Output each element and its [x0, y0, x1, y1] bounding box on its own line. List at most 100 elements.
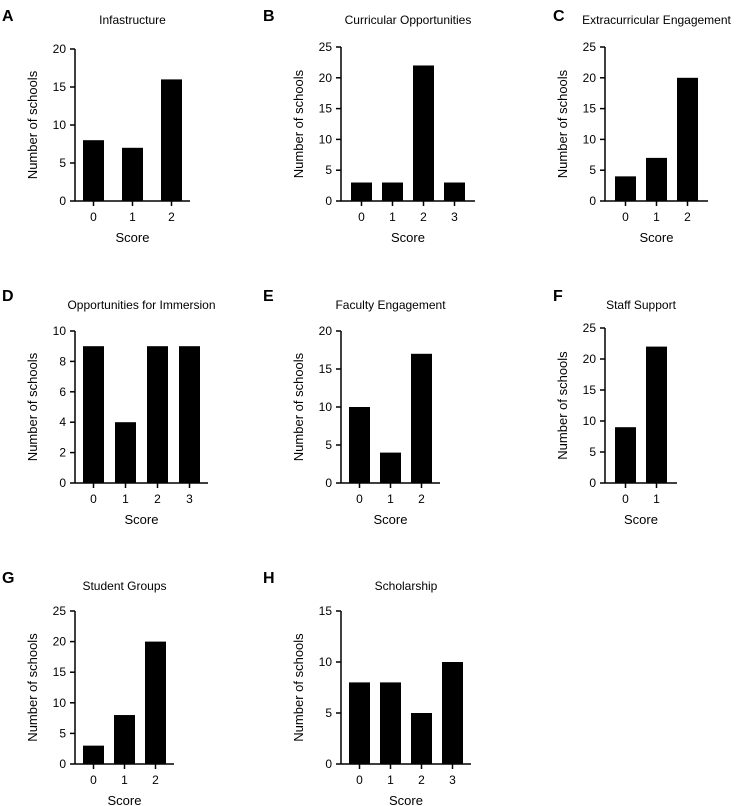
bar: [351, 182, 372, 201]
x-axis-label: Score: [374, 512, 408, 527]
x-tick-label: 0: [356, 492, 363, 506]
y-tick-label: 15: [53, 665, 67, 679]
y-tick-label: 8: [59, 354, 66, 368]
y-tick-label: 20: [583, 352, 597, 366]
y-tick-label: 10: [319, 655, 333, 669]
y-tick-label: 25: [583, 321, 597, 335]
x-tick-label: 0: [356, 773, 363, 787]
x-axis-label: Score: [640, 230, 674, 245]
bar: [147, 346, 168, 483]
y-tick-label: 10: [583, 414, 597, 428]
panel-letter: C: [553, 8, 565, 25]
y-tick-label: 5: [59, 156, 66, 170]
x-tick-label: 1: [653, 492, 660, 506]
x-tick-label: 1: [387, 492, 394, 506]
chart-title: Curricular Opportunities: [345, 13, 472, 27]
panel-f: F Staff Support 0 5 10 15 20 25 0 1 Score Number of…: [553, 288, 677, 527]
bar: [411, 353, 432, 483]
x-tick-label: 0: [90, 492, 97, 506]
y-tick-label: 15: [53, 80, 67, 94]
x-axis-label: Score: [624, 512, 658, 527]
panel-a: A Infastructure 0 5 10 15 20 0 1 2 Score Number of …: [2, 8, 190, 245]
y-tick-label: 20: [53, 635, 67, 649]
panel-d: D Opportunities for Immersion 0 2 4 6 8 10 0 1 2 3 S…: [2, 288, 216, 527]
panel-letter: F: [553, 288, 563, 305]
y-tick-label: 0: [589, 194, 596, 208]
y-tick-label: 0: [589, 476, 596, 490]
y-tick-label: 10: [319, 132, 333, 146]
x-tick-label: 0: [622, 210, 629, 224]
x-tick-label: 3: [449, 773, 456, 787]
y-axis-label: Number of schools: [291, 352, 306, 461]
bar: [442, 662, 463, 764]
chart-title: Infastructure: [99, 13, 166, 27]
panel-letter: D: [2, 288, 14, 305]
x-tick-label: 2: [420, 210, 427, 224]
y-tick-label: 5: [325, 438, 332, 452]
y-tick-label: 5: [325, 163, 332, 177]
chart-title: Staff Support: [606, 298, 676, 312]
y-tick-label: 6: [59, 385, 66, 399]
bar: [382, 182, 403, 201]
y-tick-label: 10: [319, 400, 333, 414]
y-tick-label: 20: [319, 71, 333, 85]
x-tick-label: 2: [418, 773, 425, 787]
panel-c: C Extracurricular Engagement 0 5 10 15 20 25 0 1 2…: [553, 8, 732, 245]
y-axis-label: Number of schools: [25, 70, 40, 179]
chart-title: Student Groups: [82, 579, 166, 593]
bar: [83, 346, 104, 483]
panel-e: E Faculty Engagement 0 5 10 15 20 0 1 2 Score Numbe…: [263, 288, 446, 527]
bar: [115, 422, 136, 483]
bar: [349, 682, 370, 764]
bar: [646, 157, 667, 201]
y-tick-label: 0: [325, 194, 332, 208]
x-tick-label: 2: [152, 773, 159, 787]
panel-letter: B: [263, 8, 275, 25]
x-tick-label: 2: [684, 210, 691, 224]
x-tick-label: 0: [90, 773, 97, 787]
x-tick-label: 0: [358, 210, 365, 224]
bar: [114, 715, 135, 764]
bar: [646, 346, 667, 483]
y-tick-label: 5: [589, 445, 596, 459]
y-tick-label: 25: [53, 604, 67, 618]
y-tick-label: 0: [59, 757, 66, 771]
chart-title: Extracurricular Engagement: [582, 13, 731, 27]
bar: [83, 745, 104, 764]
chart-title: Scholarship: [375, 579, 438, 593]
panel-g: G Student Groups 0 5 10 15 20 25 0 1 2 Score Number …: [2, 570, 174, 806]
y-tick-label: 10: [583, 132, 597, 146]
y-tick-label: 0: [325, 476, 332, 490]
y-tick-label: 25: [583, 40, 597, 54]
x-tick-label: 2: [168, 210, 175, 224]
bar: [677, 77, 698, 201]
y-tick-label: 0: [59, 194, 66, 208]
x-tick-label: 1: [387, 773, 394, 787]
y-axis-label: Number of schools: [555, 351, 570, 460]
y-axis-label: Number of schools: [291, 69, 306, 178]
bar: [83, 140, 104, 201]
y-tick-label: 2: [59, 446, 66, 460]
bar: [413, 65, 434, 201]
y-tick-label: 5: [325, 706, 332, 720]
bar: [411, 713, 432, 764]
x-axis-label: Score: [391, 230, 425, 245]
panel-b: B Curricular Opportunities 0 5 10 15 20 25 0 1 2 3 S…: [263, 8, 475, 245]
x-tick-label: 0: [90, 210, 97, 224]
panel-h: H Scholarship 0 5 10 15 0 1 2 3 Score Number of sch…: [263, 570, 471, 806]
bar: [179, 346, 200, 483]
y-tick-label: 20: [583, 71, 597, 85]
x-tick-label: 1: [389, 210, 396, 224]
y-axis-label: Number of schools: [555, 69, 570, 178]
chart-title: Opportunities for Immersion: [67, 298, 215, 312]
y-tick-label: 0: [325, 757, 332, 771]
bar: [615, 427, 636, 483]
bar: [145, 641, 166, 764]
x-axis-label: Score: [116, 230, 150, 245]
y-tick-label: 5: [589, 163, 596, 177]
y-tick-label: 15: [319, 604, 333, 618]
bar: [122, 147, 143, 201]
x-tick-label: 1: [653, 210, 660, 224]
panel-letter: E: [263, 288, 274, 305]
